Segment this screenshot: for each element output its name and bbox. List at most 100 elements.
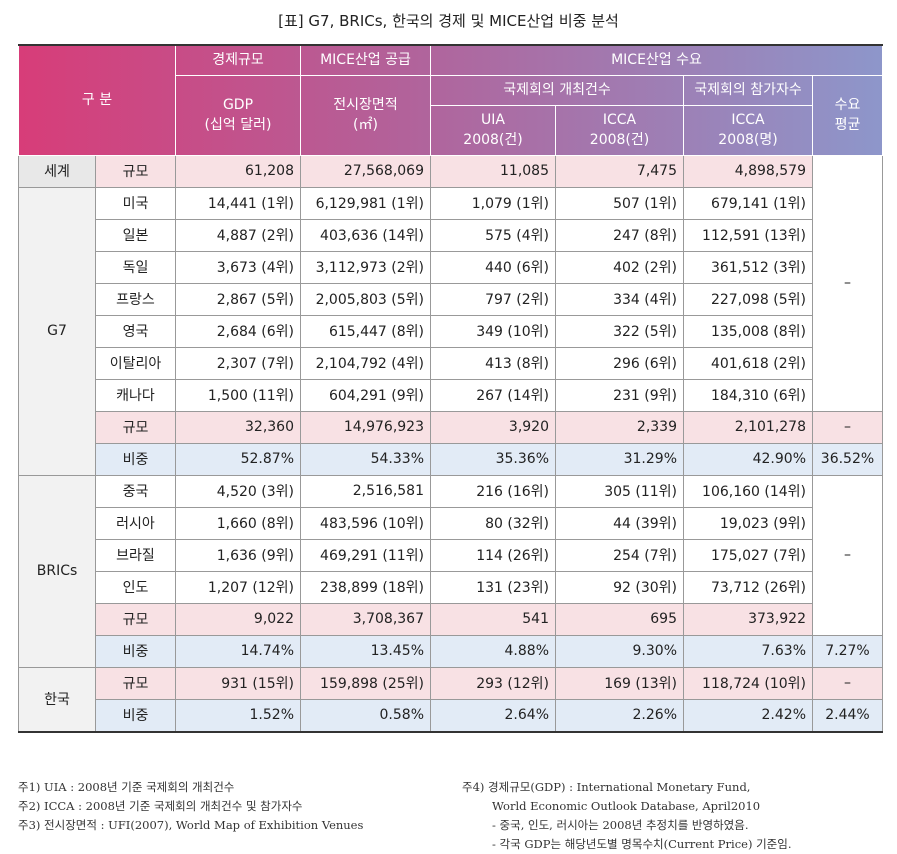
value-cell: 9,022 <box>175 602 301 636</box>
value-cell: 7,475 <box>555 154 684 188</box>
average-cell: – <box>812 666 883 700</box>
value-cell: 507 (1위) <box>555 186 684 220</box>
value-cell: 296 (6위) <box>555 346 684 380</box>
row-label: 비중 <box>95 698 176 732</box>
note-line: 주4) 경제규모(GDP) : International Monetary F… <box>462 780 751 794</box>
value-cell: 54.33% <box>300 442 431 476</box>
header-line: 평균 <box>834 117 861 133</box>
average-cell: – <box>812 474 883 636</box>
value-cell: 73,712 (26위) <box>683 570 813 604</box>
header-line: GDP <box>222 97 254 113</box>
header-cell: UIA 2008(건) <box>430 104 556 156</box>
header-cell: MICE산업 수요 <box>430 44 883 76</box>
header-cell: ICCA 2008(명) <box>683 104 813 156</box>
value-cell: 604,291 (9위) <box>300 378 431 412</box>
value-cell: 1,079 (1위) <box>430 186 556 220</box>
value-cell: 440 (6위) <box>430 250 556 284</box>
note-line: - 중국, 인도, 러시아는 2008년 추정치를 반영하였음. <box>492 818 749 832</box>
notes-right: 주4) 경제규모(GDP) : International Monetary F… <box>462 778 791 854</box>
value-cell: 3,708,367 <box>300 602 431 636</box>
header-line: 2008(건) <box>589 132 650 148</box>
value-cell: 2.42% <box>683 698 813 732</box>
row-label: 이탈리아 <box>95 346 176 380</box>
value-cell: 112,591 (13위) <box>683 218 813 252</box>
note-line: 주2) ICCA : 2008년 기준 국제회의 개최건수 및 참가자수 <box>18 799 303 813</box>
header-cell: MICE산업 공급 <box>300 44 431 76</box>
header-cell: 전시장면적 (㎡) <box>300 74 431 156</box>
average-cell: 7.27% <box>812 634 883 668</box>
value-cell: 1,660 (8위) <box>175 506 301 540</box>
value-cell: 254 (7위) <box>555 538 684 572</box>
note-line: - 각국 GDP는 해당년도별 명목수치(Current Price) 기준임. <box>492 837 792 851</box>
value-cell: 413 (8위) <box>430 346 556 380</box>
table-row: 프랑스 2,867 (5위) 2,005,803 (5위) 797 (2위) 334 (… <box>19 282 883 316</box>
value-cell: 931 (15위) <box>175 666 301 700</box>
value-cell: 169 (13위) <box>555 666 684 700</box>
average-cell: 2.44% <box>812 698 883 732</box>
value-cell: 349 (10위) <box>430 314 556 348</box>
value-cell: 541 <box>430 602 556 636</box>
value-cell: 403,636 (14위) <box>300 218 431 252</box>
header-line: 수요 <box>834 97 861 113</box>
row-label: 규모 <box>95 602 176 636</box>
table-row: 세계 규모 61,208 27,568,069 11,085 7,475 4,898,579… <box>18 154 883 412</box>
value-cell: 42.90% <box>683 442 813 476</box>
value-cell: 2,307 (7위) <box>175 346 301 380</box>
header-line: (㎡) <box>353 117 378 133</box>
table-row: 캐나다 1,500 (11위) 604,291 (9위) 267 (14위) 231 (… <box>19 378 883 412</box>
row-label: 캐나다 <box>95 378 176 412</box>
value-cell: 1.52% <box>175 698 301 732</box>
header-cell: 경제규모 <box>175 44 301 76</box>
value-cell: 4,887 (2위) <box>175 218 301 252</box>
value-cell: 2.64% <box>430 698 556 732</box>
value-cell: 61,208 <box>175 154 301 188</box>
value-cell: 0.58% <box>300 698 431 732</box>
row-label: 독일 <box>95 250 176 284</box>
value-cell: 615,447 (8위) <box>300 314 431 348</box>
value-cell: 52.87% <box>175 442 301 476</box>
table-row: 영국 2,684 (6위) 615,447 (8위) 349 (10위) 322 (5위… <box>19 314 883 348</box>
row-label: 규모 <box>95 410 176 444</box>
table-row: 비중 14.74% 13.45% 4.88% 9.30% 7.63% 7.27% <box>19 634 883 668</box>
row-label: 영국 <box>95 314 176 348</box>
group-cell: BRICs <box>18 474 96 668</box>
value-cell: 135,008 (8위) <box>683 314 813 348</box>
table-row: 브라질 1,636 (9위) 469,291 (11위) 114 (26위) 254 (… <box>19 538 883 572</box>
value-cell: 13.45% <box>300 634 431 668</box>
table-row: G7 미국 14,441 (1위) 6,129,981 (1위) 1,079 (1위) 5… <box>18 186 883 476</box>
row-label: 브라질 <box>95 538 176 572</box>
value-cell: 3,112,973 (2위) <box>300 250 431 284</box>
value-cell: 175,027 (7위) <box>683 538 813 572</box>
value-cell: 1,500 (11위) <box>175 378 301 412</box>
value-cell: 797 (2위) <box>430 282 556 316</box>
table-title: [표] G7, BRICs, 한국의 경제 및 MICE산업 비중 분석 <box>278 12 619 30</box>
value-cell: 483,596 (10위) <box>300 506 431 540</box>
header-cell: 구 분 <box>18 44 176 156</box>
table-row: 인도 1,207 (12위) 238,899 (18위) 131 (23위) 92 (3… <box>19 570 883 604</box>
value-cell: 4,520 (3위) <box>175 474 301 508</box>
row-label: 규모 <box>95 154 176 188</box>
value-cell: 2,101,278 <box>683 410 813 444</box>
table-row: 이탈리아 2,307 (7위) 2,104,792 (4위) 413 (8위) 296 … <box>19 346 883 380</box>
value-cell: 401,618 (2위) <box>683 346 813 380</box>
header-cell: GDP (십억 달러) <box>175 74 301 156</box>
note-line: 주3) 전시장면적 : UFI(2007), World Map of Exhi… <box>18 818 364 832</box>
note-line: 주1) UIA : 2008년 기준 국제회의 개최건수 <box>18 780 235 794</box>
row-label: 비중 <box>95 442 176 476</box>
header-cell: ICCA 2008(건) <box>555 104 684 156</box>
table-row: 러시아 1,660 (8위) 483,596 (10위) 80 (32위) 44 (39… <box>19 506 883 540</box>
note-line: World Economic Outlook Database, April20… <box>492 799 761 813</box>
value-cell: 4.88% <box>430 634 556 668</box>
value-cell: 402 (2위) <box>555 250 684 284</box>
value-cell: 3,920 <box>430 410 556 444</box>
value-cell: 373,922 <box>683 602 813 636</box>
value-cell: 1,207 (12위) <box>175 570 301 604</box>
value-cell: 2,684 (6위) <box>175 314 301 348</box>
value-cell: 14.74% <box>175 634 301 668</box>
table-row: 비중 52.87% 54.33% 35.36% 31.29% 42.90% 36.52% <box>19 442 883 476</box>
value-cell: 2,516,581 <box>300 474 431 508</box>
row-label: 프랑스 <box>95 282 176 316</box>
value-cell: 27,568,069 <box>300 154 431 188</box>
row-label: 중국 <box>95 474 176 508</box>
